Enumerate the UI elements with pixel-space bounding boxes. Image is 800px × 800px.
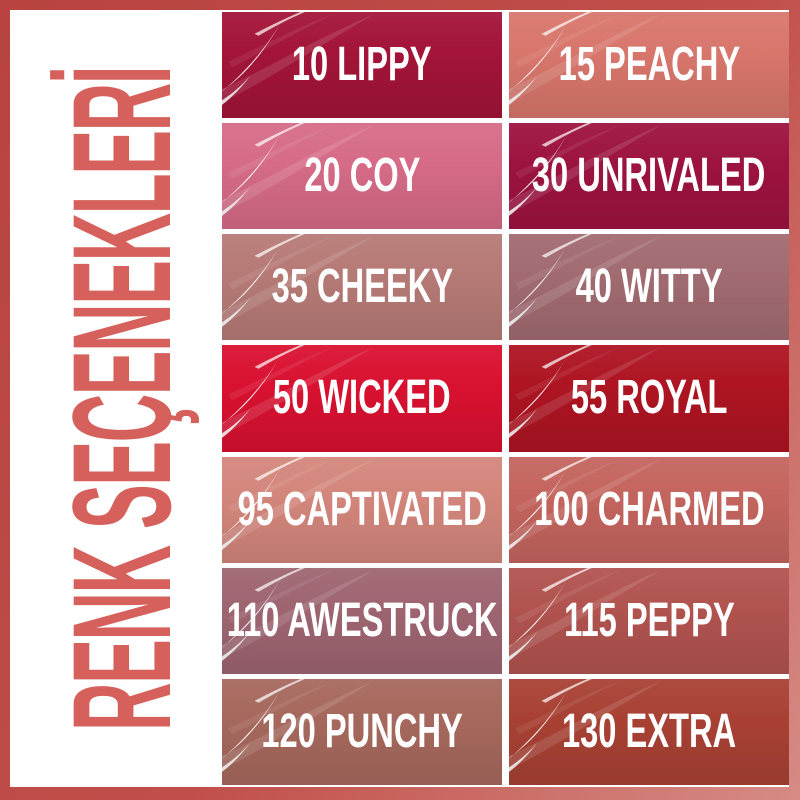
shade-label: 115 PEPPY bbox=[563, 593, 735, 647]
shade-label: 20 COY bbox=[303, 149, 421, 203]
gloss-swoosh-icon bbox=[222, 234, 375, 328]
shade-swatch: 95 CAPTIVATED bbox=[222, 456, 502, 563]
shade-label: 55 ROYAL bbox=[570, 371, 728, 425]
page-title: RENK SEÇENEKLERİ bbox=[43, 66, 201, 731]
gloss-swoosh-icon bbox=[509, 12, 662, 105]
shade-swatch: 35 CHEEKY bbox=[222, 234, 502, 341]
gloss-swoosh-icon bbox=[222, 567, 375, 661]
shade-label: 130 EXTRA bbox=[561, 704, 737, 758]
shade-swatch: 10 LIPPY bbox=[222, 12, 502, 119]
page-inner: RENK SEÇENEKLERİ 10 LIPPY 15 PEACHY 2 bbox=[10, 10, 789, 787]
shade-swatch: 30 UNRIVALED bbox=[509, 123, 789, 230]
shade-swatch: 40 WITTY bbox=[509, 234, 789, 341]
shade-swatch: 55 ROYAL bbox=[509, 345, 789, 452]
shade-swatch: 120 PUNCHY bbox=[222, 678, 502, 785]
gloss-swoosh-icon bbox=[222, 123, 375, 217]
gloss-swoosh-icon bbox=[222, 456, 375, 550]
shade-swatch: 100 CHARMED bbox=[509, 456, 789, 563]
shade-label: 15 PEACHY bbox=[558, 38, 740, 92]
gloss-swoosh-icon bbox=[509, 234, 662, 328]
title-column: RENK SEÇENEKLERİ bbox=[10, 10, 222, 787]
gloss-swoosh-icon bbox=[509, 345, 662, 439]
shade-label: 30 UNRIVALED bbox=[532, 149, 766, 203]
gloss-swoosh-icon bbox=[222, 345, 375, 439]
shade-swatch: 110 AWESTRUCK bbox=[222, 567, 502, 674]
shade-grid: 10 LIPPY 15 PEACHY 20 COY 30 UNRIVALED bbox=[222, 12, 789, 785]
shade-swatch: 130 EXTRA bbox=[509, 678, 789, 785]
gloss-swoosh-icon bbox=[222, 678, 375, 772]
shade-label: 110 AWESTRUCK bbox=[226, 593, 498, 647]
shade-swatch: 50 WICKED bbox=[222, 345, 502, 452]
shade-label: 10 LIPPY bbox=[292, 38, 432, 92]
shade-label: 40 WITTY bbox=[575, 260, 723, 314]
gloss-swoosh-icon bbox=[509, 567, 662, 661]
gloss-swoosh-icon bbox=[222, 12, 375, 105]
shade-label: 50 WICKED bbox=[273, 371, 451, 425]
shade-label: 35 CHEEKY bbox=[271, 260, 453, 314]
gloss-swoosh-icon bbox=[509, 123, 662, 217]
shade-label: 95 CAPTIVATED bbox=[237, 482, 487, 536]
shade-swatch: 115 PEPPY bbox=[509, 567, 789, 674]
shade-label: 100 CHARMED bbox=[533, 482, 765, 536]
gloss-swoosh-icon bbox=[509, 678, 662, 772]
shade-label: 120 PUNCHY bbox=[261, 704, 463, 758]
gloss-swoosh-icon bbox=[509, 456, 662, 550]
shade-swatch: 20 COY bbox=[222, 123, 502, 230]
shade-swatch: 15 PEACHY bbox=[509, 12, 789, 119]
